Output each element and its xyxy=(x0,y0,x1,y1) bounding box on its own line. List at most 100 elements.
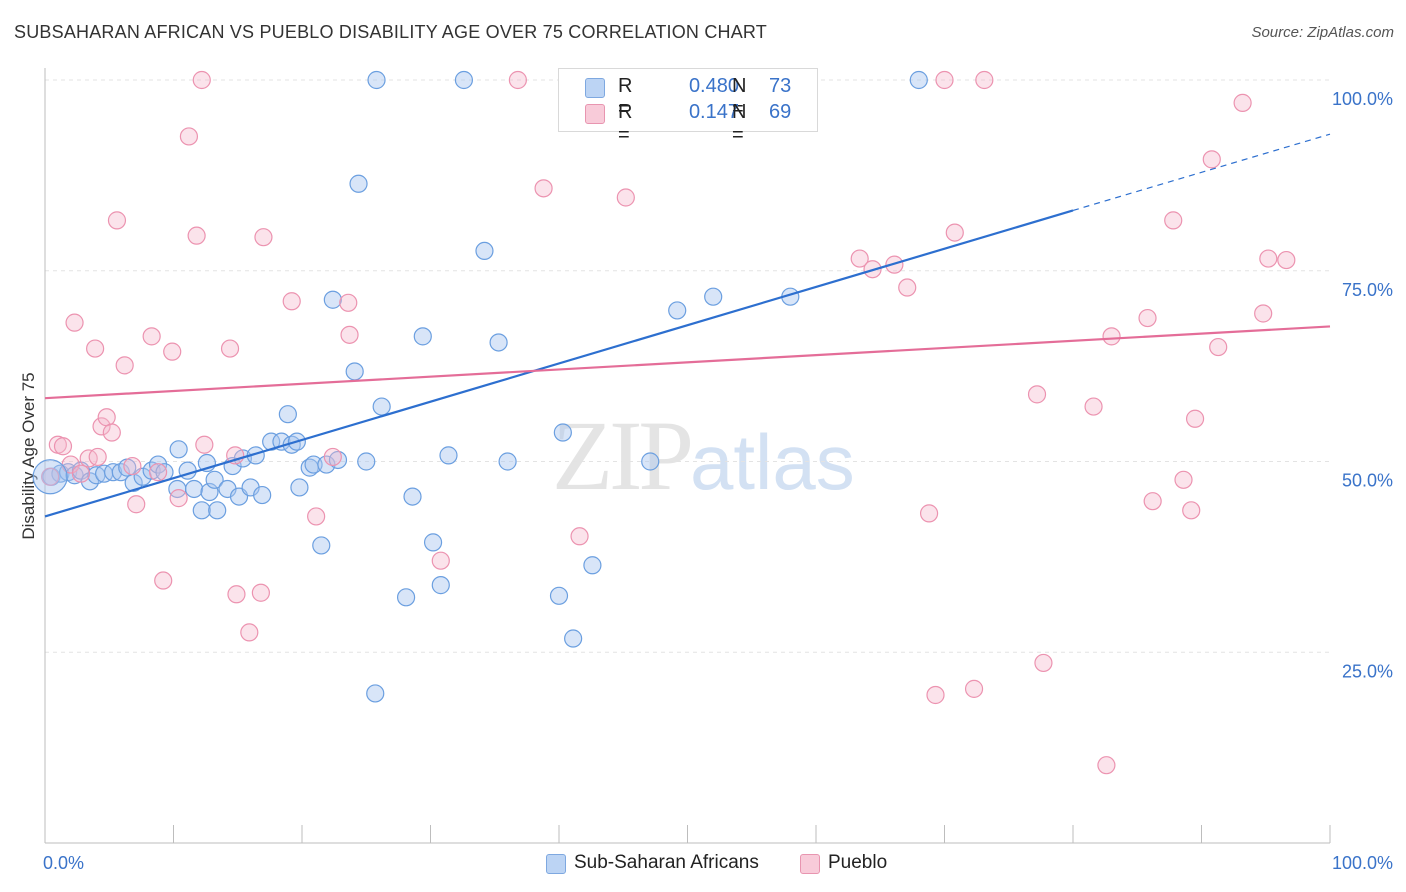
point-pueblo xyxy=(1185,409,1205,428)
point-pueblo xyxy=(154,571,173,590)
x-tick-label-max: 100.0% xyxy=(1332,853,1393,873)
point-subsaharan-cluster xyxy=(32,459,68,495)
point-pueblo xyxy=(945,223,964,242)
bottom-legend-label: Sub-Saharan Africans xyxy=(574,852,759,873)
point-pueblo xyxy=(1182,501,1201,520)
point-pueblo xyxy=(79,449,98,468)
point-subsaharan xyxy=(396,588,416,607)
legend-r-label: R = xyxy=(618,75,633,120)
point-pueblo xyxy=(323,447,342,467)
point-pueblo xyxy=(163,342,182,361)
watermark: ZIPatlas xyxy=(552,398,855,513)
point-subsaharan xyxy=(323,290,342,309)
correlation-legend: R = 0.480 N = 73 R = 0.147 N = 69 xyxy=(558,68,818,146)
point-subsaharan xyxy=(403,487,422,506)
point-subsaharan xyxy=(423,533,443,552)
point-pueblo xyxy=(65,313,84,332)
point-pueblo xyxy=(1102,327,1121,346)
point-pueblo xyxy=(53,437,73,456)
point-subsaharan xyxy=(192,501,211,520)
point-pueblo xyxy=(850,249,869,268)
point-pueblo xyxy=(169,489,188,508)
point-subsaharan xyxy=(290,478,309,497)
point-subsaharan xyxy=(641,452,660,471)
point-pueblo xyxy=(1164,211,1183,230)
point-pueblo xyxy=(1027,385,1047,404)
point-pueblo xyxy=(192,70,211,90)
point-subsaharan xyxy=(454,70,474,90)
point-subsaharan xyxy=(498,452,517,471)
point-pueblo xyxy=(88,447,107,467)
trend-line-extension-subsaharan xyxy=(1072,133,1331,212)
point-pueblo xyxy=(195,435,214,454)
point-subsaharan xyxy=(489,333,508,352)
point-pueblo xyxy=(919,504,939,523)
point-pueblo xyxy=(534,179,553,198)
point-pueblo xyxy=(926,685,945,705)
point-pueblo xyxy=(123,456,142,476)
bottom-legend-label: Pueblo xyxy=(828,852,888,873)
point-subsaharan xyxy=(413,327,432,346)
point-subsaharan xyxy=(312,536,331,555)
legend-swatch-blue xyxy=(585,78,605,98)
point-pueblo xyxy=(187,226,206,245)
point-subsaharan xyxy=(205,470,224,489)
legend-n-label: N = xyxy=(732,75,747,120)
point-subsaharan xyxy=(169,440,188,459)
bottom-legend-swatch-blue xyxy=(546,854,566,874)
legend-n-label: N = xyxy=(732,101,747,146)
point-subsaharan xyxy=(431,576,450,595)
point-pueblo xyxy=(1097,756,1116,775)
point-pueblo xyxy=(240,623,259,642)
legend-r-value: 0.480 xyxy=(688,75,739,97)
source-label: Source: ZipAtlas.com xyxy=(1251,24,1394,41)
y-tick-label: 75.0% xyxy=(1342,280,1393,300)
point-subsaharan xyxy=(367,70,386,90)
point-subsaharan xyxy=(317,455,336,474)
trend-line-pueblo xyxy=(44,325,1331,400)
point-pueblo xyxy=(92,417,111,436)
point-subsaharan xyxy=(439,446,458,465)
point-pueblo xyxy=(975,70,994,90)
point-subsaharan xyxy=(184,479,204,499)
point-pueblo xyxy=(41,467,60,486)
point-pueblo xyxy=(898,278,917,297)
point-pueblo xyxy=(148,463,168,482)
point-pueblo xyxy=(1034,653,1053,673)
point-subsaharan xyxy=(553,423,572,442)
point-pueblo xyxy=(935,70,954,90)
point-pueblo xyxy=(71,464,91,483)
point-subsaharan xyxy=(253,485,272,505)
point-pueblo xyxy=(307,507,326,526)
legend-n-value: 73 xyxy=(769,75,792,97)
point-subsaharan xyxy=(366,684,385,703)
point-pueblo xyxy=(179,127,199,146)
point-subsaharan xyxy=(304,455,323,474)
point-pueblo xyxy=(340,325,359,344)
point-pueblo xyxy=(1277,250,1296,270)
point-pueblo xyxy=(282,292,301,311)
chart-title: SUBSAHARAN AFRICAN VS PUEBLO DISABILITY … xyxy=(14,22,768,42)
point-pueblo xyxy=(1143,492,1162,511)
point-subsaharan xyxy=(475,241,494,261)
point-subsaharan xyxy=(278,405,297,424)
point-pueblo xyxy=(1084,397,1103,416)
point-subsaharan xyxy=(549,586,569,605)
point-pueblo xyxy=(339,293,358,312)
point-pueblo xyxy=(142,327,161,346)
point-pueblo xyxy=(1138,308,1157,328)
point-pueblo xyxy=(616,188,635,207)
y-tick-label: 25.0% xyxy=(1342,661,1393,681)
point-pueblo xyxy=(1209,337,1228,357)
point-pueblo xyxy=(1202,150,1221,169)
bottom-legend-swatch-pink xyxy=(800,854,820,874)
point-subsaharan xyxy=(372,397,391,416)
point-subsaharan xyxy=(564,629,583,648)
y-axis-label: Disability Age Over 75 xyxy=(19,372,38,539)
point-pueblo xyxy=(1254,304,1273,323)
point-pueblo xyxy=(1233,93,1252,112)
point-pueblo xyxy=(115,356,134,375)
point-pueblo xyxy=(508,70,527,90)
point-pueblo xyxy=(220,339,240,358)
